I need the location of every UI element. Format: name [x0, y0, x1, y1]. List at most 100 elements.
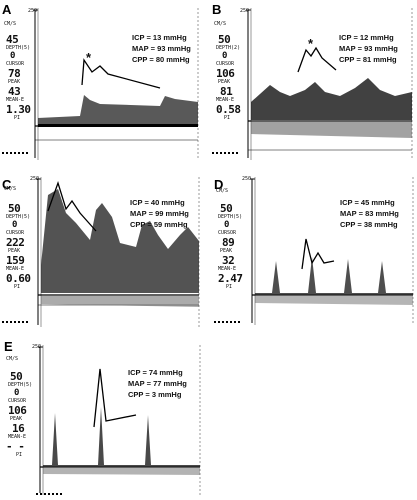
depth-value: 50 — [218, 33, 231, 46]
panel-label: E — [4, 339, 13, 354]
icp-value: ICP = 74 mmHg — [128, 368, 183, 377]
pressure-values: ICP = 12 mmHg MAP = 93 mmHg CPP = 81 mmH… — [339, 32, 398, 65]
cpp-value: CPP = 38 mmHg — [340, 220, 398, 229]
pi-label: PI — [14, 115, 21, 121]
unit-label: CM/S — [4, 21, 17, 27]
cursor-label: CURSOR — [6, 230, 25, 236]
mean-value: 16 — [12, 422, 25, 435]
map-value: MAP = 93 mmHg — [339, 44, 398, 53]
peak-value: 89 — [222, 236, 235, 249]
pi-label: PI — [226, 284, 233, 290]
scale-ticks — [212, 152, 238, 154]
depth-label: DEPTH(5) — [8, 382, 33, 388]
waveform-sketch — [297, 46, 337, 73]
unit-label: CM/S — [6, 356, 19, 362]
pi-value: 1.30 — [6, 103, 31, 116]
peak-value: 106 — [8, 404, 27, 417]
cursor-value: 0 — [12, 220, 18, 230]
scale-ticks — [214, 321, 240, 323]
unit-label: CM/S — [4, 186, 17, 192]
asterisk-marker: * — [86, 50, 92, 65]
depth-label: DEPTH(5) — [6, 214, 31, 220]
waveform-sketch — [47, 180, 97, 232]
pressure-values: ICP = 13 mmHg MAP = 93 mmHg CPP = 80 mmH… — [132, 32, 191, 65]
scale-top: 250 — [32, 344, 42, 350]
depth-value: 50 — [8, 202, 21, 215]
peak-label: PEAK — [218, 79, 231, 85]
cursor-value: 0 — [224, 220, 230, 230]
unit-label: CM/S — [216, 188, 229, 194]
waveform-sketch — [81, 58, 161, 89]
panel-a: A 250 CM/S 45 DEPTH(5) 0 CURSOR 78 PEAK … — [0, 0, 205, 165]
panel-label: B — [212, 2, 222, 17]
panel-d: D 250 CM/S 50 DEPTH(5) 0 CURSOR 89 PEAK … — [210, 165, 417, 330]
peak-label: PEAK — [8, 79, 21, 85]
cursor-label: CURSOR — [218, 230, 237, 236]
peak-value: 78 — [8, 67, 21, 80]
scale-top: 250 — [28, 8, 38, 14]
cpp-value: CPP = 81 mmHg — [339, 55, 397, 64]
doppler-spectrum — [255, 257, 413, 305]
map-value: MAP = 77 mmHg — [128, 379, 187, 388]
doppler-display — [2, 177, 200, 327]
scale-top: 250 — [242, 176, 252, 182]
cursor-value: 0 — [14, 388, 20, 398]
pi-value: - - — [6, 440, 25, 453]
mean-label: MEAN-E — [218, 266, 237, 272]
panel-label: C — [2, 177, 12, 192]
mean-label: MEAN-E — [6, 97, 25, 103]
depth-value: 50 — [10, 370, 23, 383]
mean-value: 159 — [6, 254, 25, 267]
icp-value: ICP = 12 mmHg — [339, 33, 394, 42]
peak-value: 222 — [6, 236, 25, 249]
pi-value: 0.60 — [6, 272, 31, 285]
mean-value: 43 — [8, 85, 21, 98]
asterisk-marker: * — [308, 36, 314, 51]
doppler-spectrum — [43, 407, 200, 475]
pi-label: PI — [224, 115, 231, 121]
scale-top: 250 — [30, 176, 40, 182]
depth-label: DEPTH(2) — [216, 45, 241, 51]
peak-label: PEAK — [220, 248, 233, 254]
unit-label: CM/S — [214, 21, 227, 27]
doppler-display — [212, 8, 413, 160]
map-value: MAP = 99 mmHg — [130, 209, 189, 218]
mean-value: 32 — [222, 254, 235, 267]
icp-value: ICP = 45 mmHg — [340, 198, 395, 207]
cursor-label: CURSOR — [8, 398, 27, 404]
depth-label: DEPTH(5) — [6, 45, 31, 51]
panel-label: A — [2, 2, 12, 17]
map-value: MAP = 93 mmHg — [132, 44, 191, 53]
mean-label: MEAN-E — [216, 97, 235, 103]
depth-value: 50 — [220, 202, 233, 215]
scale-ticks — [2, 321, 28, 323]
panel-b: B 250 CM/S 50 DEPTH(2) 0 CURSOR 106 PEAK… — [210, 0, 417, 165]
pressure-values: ICP = 40 mmHg MAP = 99 mmHg CPP = 59 mmH… — [130, 197, 189, 230]
panel-label: D — [214, 177, 224, 192]
icp-value: ICP = 40 mmHg — [130, 198, 185, 207]
cursor-label: CURSOR — [216, 61, 235, 67]
doppler-spectrum — [251, 78, 412, 138]
pi-label: PI — [14, 284, 21, 290]
mean-value: 81 — [220, 85, 233, 98]
doppler-display — [2, 8, 199, 160]
doppler-spectrum — [41, 189, 199, 307]
peak-value: 106 — [216, 67, 235, 80]
cpp-value: CPP = 3 mmHg — [128, 390, 182, 399]
panel-e: E 250 CM/S 50 DEPTH(5) 0 CURSOR 106 PEAK… — [0, 335, 205, 500]
waveform-sketch — [93, 368, 137, 428]
cursor-value: 0 — [222, 51, 228, 61]
scale-ticks — [36, 493, 62, 495]
doppler-display — [214, 177, 414, 325]
pressure-values: ICP = 74 mmHg MAP = 77 mmHg CPP = 3 mmHg — [128, 367, 187, 400]
mean-label: MEAN-E — [8, 434, 27, 440]
scale-ticks — [2, 152, 28, 154]
icp-value: ICP = 13 mmHg — [132, 33, 187, 42]
peak-label: PEAK — [10, 416, 23, 422]
pi-value: 0.58 — [216, 103, 241, 116]
panel-c: C 250 CM/S 50 DEPTH(5) 0 CURSOR 222 PEAK… — [0, 165, 205, 330]
cpp-value: CPP = 80 mmHg — [132, 55, 190, 64]
pi-label: PI — [16, 452, 23, 458]
doppler-spectrum — [38, 95, 198, 127]
depth-label: DEPTH(5) — [218, 214, 243, 220]
